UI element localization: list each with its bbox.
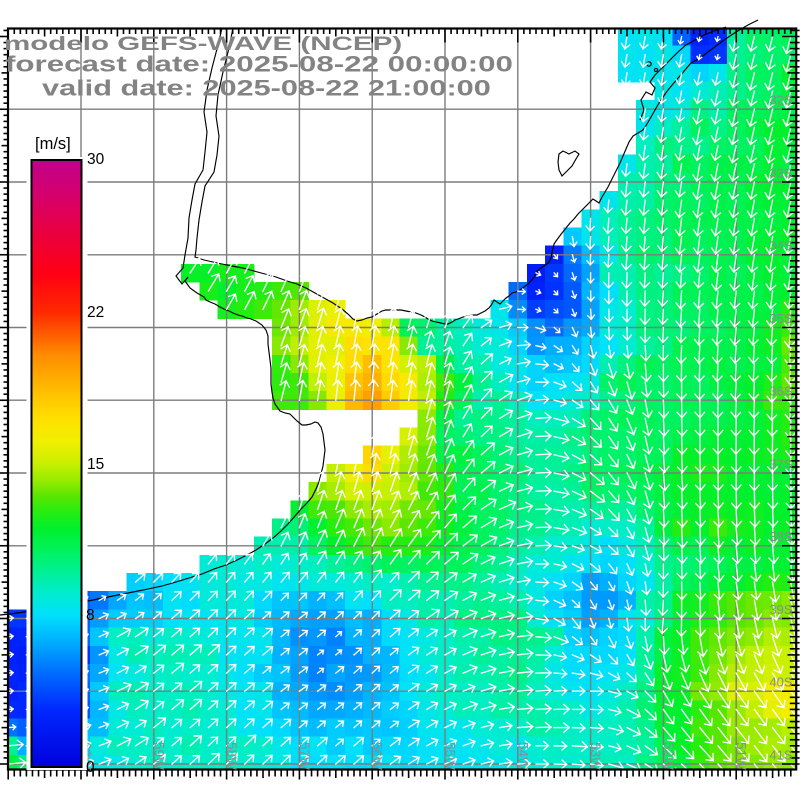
svg-text:modelo GEFS-WAVE (NCEP): modelo GEFS-WAVE (NCEP) [4,34,402,55]
svg-text:33S: 33S [769,165,792,180]
svg-text:35S: 35S [769,311,792,326]
svg-text:52W: 52W [661,742,676,770]
svg-text:54W: 54W [515,742,530,770]
svg-text:55W: 55W [443,742,458,770]
svg-text:34S: 34S [769,238,792,253]
svg-text:32S: 32S [769,93,792,108]
svg-text:[m/s]: [m/s] [35,135,71,153]
svg-text:valid date: 2025-08-22 21:00:0: valid date: 2025-08-22 21:00:00 [42,76,491,101]
svg-text:22: 22 [87,304,104,321]
svg-text:39S: 39S [769,602,792,617]
svg-text:30: 30 [87,151,105,168]
svg-text:37S: 37S [769,456,792,471]
svg-text:40S: 40S [769,675,792,690]
svg-text:8: 8 [86,607,95,624]
svg-text:51W: 51W [734,742,749,770]
svg-text:forecast date: 2025-08-22 00:0: forecast date: 2025-08-22 00:00:00 [5,52,513,76]
svg-text:0: 0 [86,759,95,776]
svg-text:41S: 41S [769,747,792,762]
svg-text:15: 15 [87,456,104,473]
svg-text:58W: 58W [224,742,239,770]
svg-text:57W: 57W [297,742,312,770]
svg-text:59W: 59W [151,742,166,770]
svg-text:53W: 53W [588,742,603,770]
svg-text:56W: 56W [370,742,385,770]
svg-text:36S: 36S [769,384,792,399]
svg-text:38S: 38S [769,529,792,544]
